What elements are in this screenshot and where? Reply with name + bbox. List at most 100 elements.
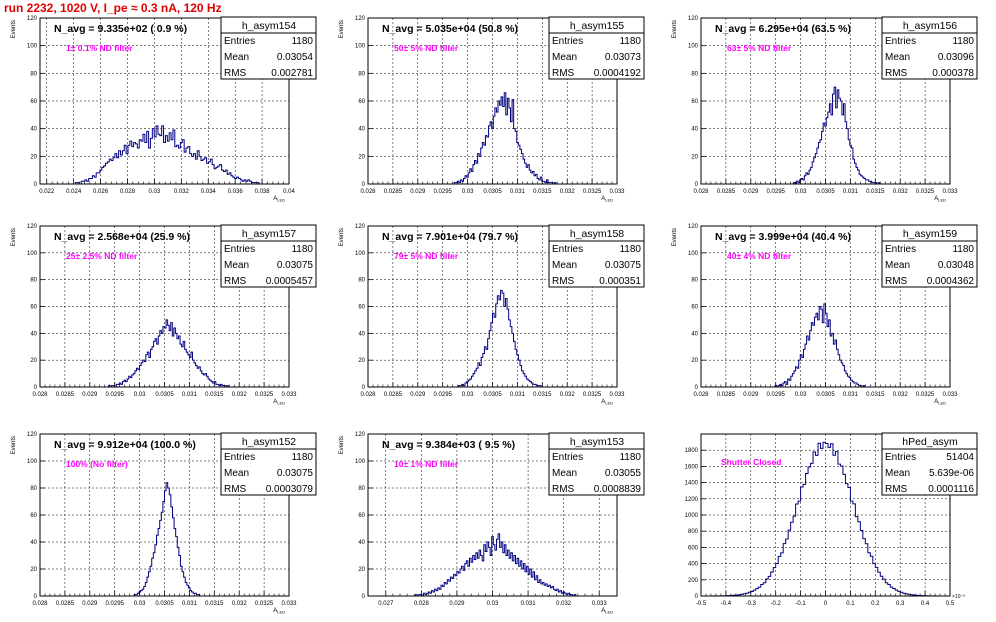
stats-key-entries: Entries [224,244,255,255]
stats-key-rms: RMS [885,68,908,79]
y-tick-label: 1800 [685,448,699,454]
x-tick-label: -0.1 [795,601,806,607]
y-tick-label: 80 [691,71,698,77]
x-tick-label: 0.0285 [717,189,736,195]
x-tick-label: 0.0295 [767,189,786,195]
y-tick-label: 20 [691,358,698,364]
stats-name: hPed_asym [902,436,958,448]
y-tick-label: 20 [358,154,365,160]
x-tick-label: 0.032 [232,392,248,398]
filter-annotation: 10± 1% ND filter [394,459,459,469]
x-tick-label: 0.03 [462,392,474,398]
plot-title: N_avg = 3.999e+04 (40.4 %) [715,231,851,243]
stats-box [881,432,978,496]
x-tick-label: 0.033 [281,392,297,398]
stats-key-mean: Mean [552,468,577,479]
y-tick-label: 80 [691,278,698,284]
x-tick-label: 0.038 [255,189,271,195]
y-tick-label: 60 [30,305,37,311]
y-tick-label: 1200 [685,497,699,503]
stats-key-entries: Entries [552,36,583,47]
stats-value-mean: 0.03075 [277,468,314,479]
histogram-panel-h_asym159: 0.028 0.0285 0.029 0.0295 0.03 0.0305 0.031 0.0… [672,224,978,406]
x-tick-label: 0.0305 [816,392,835,398]
filter-annotation: 1± 0.1% ND filter [66,43,133,53]
stats-value-rms: 0.0003079 [266,484,314,495]
y-tick-label: 100 [27,251,38,257]
y-tick-label: 20 [30,154,37,160]
stats-value-rms: 0.0005457 [266,276,314,287]
y-axis-label: Events [11,436,17,454]
histogram-h_asym157 [40,319,289,388]
x-axis-label: ALED [601,608,613,615]
y-tick-label: 120 [355,16,366,22]
x-tick-label: 0.036 [228,189,244,195]
stats-value-entries: 1180 [619,452,641,463]
stats-key-mean: Mean [224,468,249,479]
x-axis-label: ALED [273,196,285,203]
y-tick-label: 0 [695,594,699,600]
filter-annotation: 100% (No filter) [66,459,128,469]
x-tick-label: 0.029 [449,601,465,607]
stats-value-entries: 1180 [952,244,974,255]
stats-value-entries: 1180 [291,452,313,463]
x-tick-label: 0.0285 [384,392,403,398]
x-tick-label: 0.031 [843,392,859,398]
x-tick-label: 0.034 [201,189,217,195]
y-tick-label: 60 [30,513,37,519]
y-axis-label: Events [339,436,345,454]
x-tick-label: 0.029 [743,392,759,398]
x-tick-label: 0.033 [281,601,297,607]
x-tick-label: 0.026 [93,189,109,195]
y-tick-label: 400 [688,562,699,568]
x-tick-label: 0.0285 [56,392,75,398]
x-tick-label: 0.03 [795,392,807,398]
plot-title: N_avg = 7.901e+04 (79.7 %) [382,231,518,243]
filter-annotation: 63± 5% ND filter [727,43,792,53]
plot-title: N_avg = 5.035e+04 (50.8 %) [382,23,518,35]
stats-key-rms: RMS [224,276,247,287]
x-tick-label: 0.028 [32,601,48,607]
y-tick-label: 1000 [685,513,699,519]
stats-value-rms: 0.0001116 [928,484,974,495]
x-tick-label: 0.03 [134,601,146,607]
x-tick-label: 0.029 [410,189,426,195]
y-tick-label: 200 [688,578,699,584]
x-tick-label: 0.0315 [866,392,885,398]
y-tick-label: 80 [358,71,365,77]
x-tick-label: 0.03 [487,601,499,607]
x-tick-label: 0.031 [182,392,198,398]
stats-key-entries: Entries [224,36,255,47]
x-tick-label: 0.028 [120,189,136,195]
x-axis-label: ALED [601,196,613,203]
stats-name: h_asym155 [570,20,624,32]
x-tick-label: 0.0315 [533,392,552,398]
plot-title: N_avg = 9.912e+04 (100.0 %) [54,439,196,451]
stats-name: h_asym158 [570,228,624,240]
x-tick-label: 0.0305 [155,601,174,607]
x-tick-label: 0.0315 [205,601,224,607]
stats-value-entries: 51404 [946,452,974,463]
x-tick-label: 0.0295 [434,189,453,195]
stats-key-mean: Mean [885,468,910,479]
x-tick-label: 0.0295 [106,601,125,607]
y-tick-label: 0 [362,594,366,600]
y-axis-label: Events [11,20,17,38]
x-axis-label: ALED [601,399,613,406]
stats-value-mean: 0.03075 [605,260,642,271]
y-tick-label: 120 [355,432,366,438]
x-axis-label: ALED [273,608,285,615]
x-tick-label: 0.03 [134,392,146,398]
stats-key-mean: Mean [885,260,910,271]
filter-annotation: 40± 4% ND filter [727,251,792,261]
stats-box [548,224,645,288]
x-tick-label: 0.0295 [434,392,453,398]
stats-key-rms: RMS [224,484,247,495]
x-tick-label: 0.2 [871,601,880,607]
stats-box [881,224,978,288]
y-tick-label: 1600 [685,464,699,470]
stats-name: h_asym153 [570,436,624,448]
y-tick-label: 60 [358,513,365,519]
x-tick-label: 0.03 [462,189,474,195]
